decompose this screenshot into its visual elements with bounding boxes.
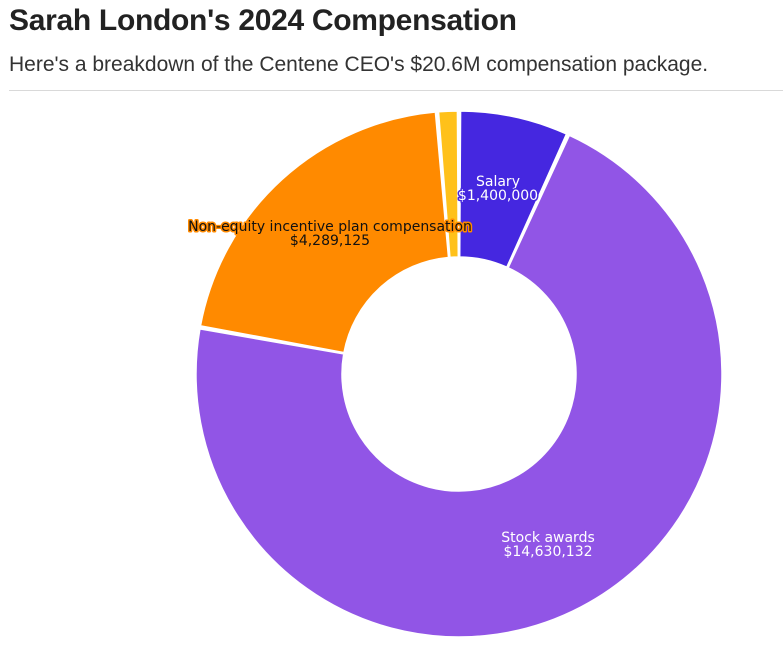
slice-label-non-equity-incentive-plan-compensation: Non-equity incentive plan compensation <box>188 219 472 235</box>
chart-title: Sarah London's 2024 Compensation <box>9 4 517 37</box>
slice-unlabeled-3 <box>437 110 460 259</box>
slice-label-stock-awards: Stock awards <box>501 530 595 546</box>
donut-labels: Salary$1,400,000 Stock awards$14,630,132 N… <box>187 173 597 562</box>
slice-value-salary: $1,400,000 <box>458 188 538 204</box>
slice-label-salary: Salary <box>476 174 520 190</box>
slice-salary <box>458 110 568 269</box>
slice-value-non-equity-incentive-plan-compensation: $4,289,125 <box>290 233 370 249</box>
slice-value-stock-awards: $14,630,132 <box>503 544 592 560</box>
slice-stock-awards <box>195 134 723 638</box>
chart-subtitle: Here's a breakdown of the Centene CEO's … <box>9 53 709 76</box>
slice-non-equity-incentive-plan-compensation <box>199 111 450 354</box>
header-divider <box>9 90 783 91</box>
donut-slices <box>195 110 723 638</box>
